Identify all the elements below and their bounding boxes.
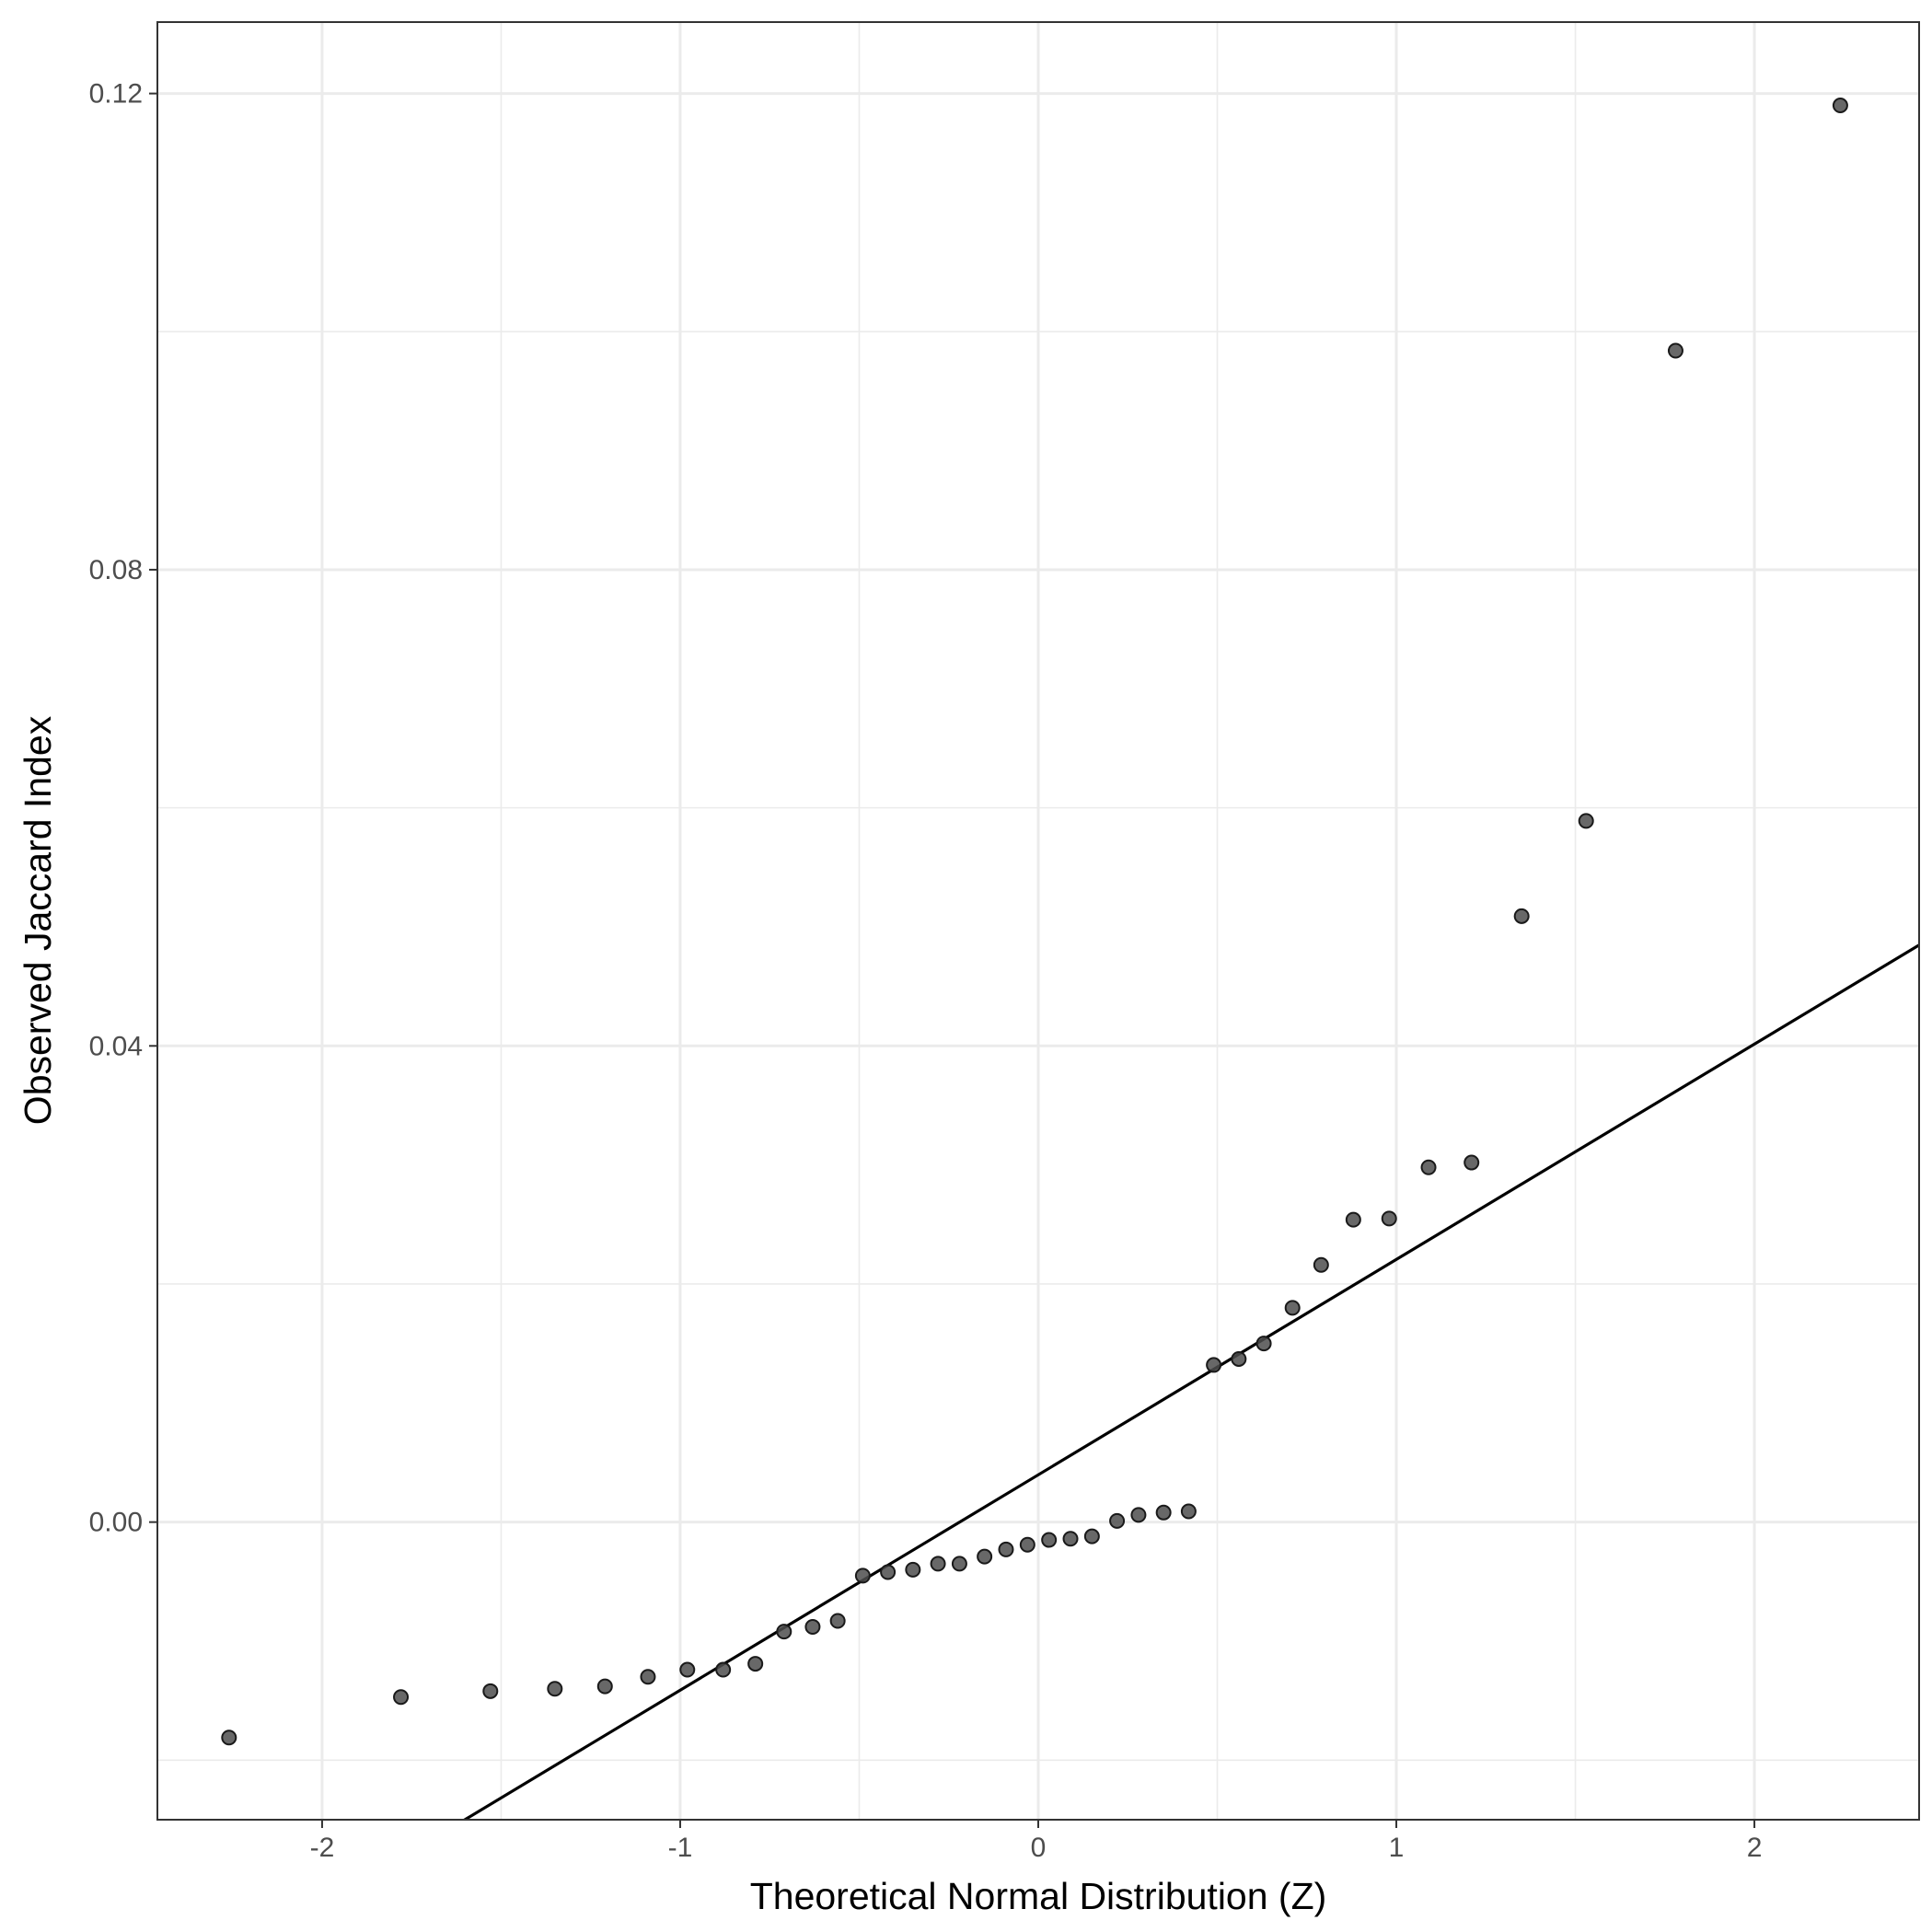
data-point — [854, 1568, 871, 1584]
data-point — [1513, 908, 1530, 924]
x-tick-label: -2 — [310, 1833, 335, 1863]
data-point — [1578, 813, 1594, 829]
x-tick-label: 2 — [1747, 1833, 1763, 1863]
data-point — [1832, 98, 1848, 114]
data-point — [998, 1541, 1014, 1557]
data-point — [1231, 1350, 1247, 1367]
x-tick-label: -1 — [668, 1833, 693, 1863]
data-point — [679, 1661, 696, 1678]
data-point — [804, 1618, 821, 1635]
data-point — [1420, 1159, 1437, 1175]
data-point — [1255, 1336, 1272, 1352]
data-point — [880, 1564, 897, 1580]
data-point — [596, 1678, 613, 1695]
x-axis-title: Theoretical Normal Distribution (Z) — [750, 1875, 1327, 1917]
x-tick-label: 0 — [1031, 1833, 1047, 1863]
data-point — [393, 1689, 410, 1706]
data-point — [1463, 1154, 1480, 1171]
y-tick-label: 0.00 — [89, 1508, 143, 1538]
data-point — [977, 1548, 993, 1565]
y-tick-label: 0.12 — [89, 79, 143, 110]
data-point — [1345, 1211, 1361, 1228]
data-point — [547, 1681, 563, 1697]
reference-line-layer — [461, 943, 1919, 1820]
y-axis: 0.00 0.04 0.08 0.12 — [89, 79, 157, 1538]
qq-reference-line — [461, 943, 1919, 1820]
data-point — [1041, 1532, 1058, 1548]
data-point — [1381, 1210, 1397, 1227]
data-point — [1313, 1256, 1329, 1273]
data-point — [829, 1613, 846, 1629]
y-tick-label: 0.08 — [89, 555, 143, 585]
data-point — [221, 1730, 237, 1746]
data-point — [1130, 1507, 1147, 1523]
data-point — [1019, 1536, 1035, 1553]
data-point — [482, 1683, 499, 1699]
data-point — [1083, 1528, 1100, 1544]
x-tick-label: 1 — [1389, 1833, 1405, 1863]
major-gridlines — [157, 22, 1919, 1820]
data-point — [640, 1669, 656, 1685]
data-point — [1062, 1531, 1079, 1547]
data-point — [1284, 1300, 1301, 1316]
data-point — [1180, 1503, 1197, 1520]
data-point — [1109, 1512, 1126, 1529]
y-tick-label: 0.04 — [89, 1031, 143, 1061]
data-point — [1206, 1357, 1222, 1373]
data-points — [221, 98, 1848, 1746]
x-axis: -2 -1 0 1 2 — [310, 1820, 1763, 1863]
y-axis-title: Observed Jaccard Index — [17, 715, 59, 1125]
data-point — [776, 1624, 792, 1640]
data-point — [930, 1556, 946, 1572]
data-point — [1155, 1504, 1172, 1521]
data-point — [1667, 342, 1683, 359]
data-point — [905, 1561, 921, 1578]
data-point — [951, 1556, 967, 1572]
data-point — [747, 1656, 764, 1672]
data-point — [715, 1661, 732, 1678]
